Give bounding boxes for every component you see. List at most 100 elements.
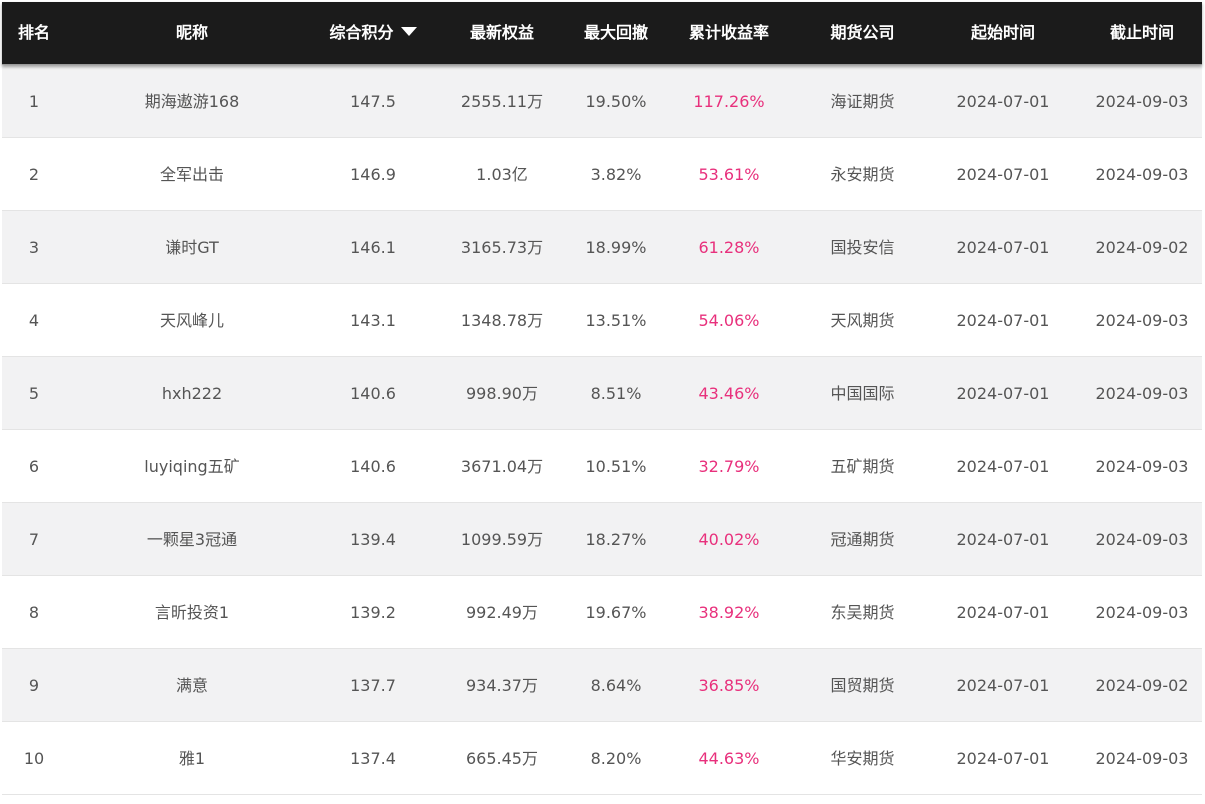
cell-rank: 8 <box>28 603 40 622</box>
cell-score: 140.6 <box>350 457 396 476</box>
cell-cum-return: 117.26% <box>693 92 765 111</box>
header-end-time[interactable]: 截止时间 <box>1109 23 1174 42</box>
table-row[interactable]: 5 hxh222 140.6 998.90万 8.51% 43.46% 中国国际 2024-0… <box>2 357 1202 430</box>
cell-end-time: 2024-09-03 <box>1095 603 1189 622</box>
cell-equity: 3165.73万 <box>460 238 544 257</box>
cell-score: 146.1 <box>350 238 396 257</box>
cell-score: 140.6 <box>350 384 396 403</box>
cell-rank: 1 <box>28 92 40 111</box>
table-row[interactable]: 2 全军出击 146.9 1.03亿 3.82% 53.61% 永安期货 2024-07-01… <box>2 138 1202 211</box>
cell-max-drawdown: 18.27% <box>585 530 647 549</box>
cell-company: 永安期货 <box>830 165 895 184</box>
header-start-time[interactable]: 起始时间 <box>970 23 1035 42</box>
cell-rank: 6 <box>28 457 40 476</box>
table-row[interactable]: 1 期海遨游168 147.5 2555.11万 19.50% 117.26% 海证期货 20… <box>2 65 1202 138</box>
table-row[interactable]: 3 谦时GT 146.1 3165.73万 18.99% 61.28% 国投安信 2024-0… <box>2 211 1202 284</box>
cell-rank: 5 <box>28 384 40 403</box>
cell-equity: 934.37万 <box>466 676 538 695</box>
cell-cum-return: 40.02% <box>698 530 760 549</box>
cell-max-drawdown: 19.67% <box>585 603 647 622</box>
cell-company: 华安期货 <box>830 749 895 768</box>
cell-end-time: 2024-09-02 <box>1095 676 1189 695</box>
cell-nickname[interactable]: 期海遨游168 <box>144 92 240 111</box>
cell-score: 146.9 <box>350 165 396 184</box>
cell-rank: 3 <box>28 238 40 257</box>
cell-equity: 3671.04万 <box>460 457 544 476</box>
cell-nickname[interactable]: 天风峰儿 <box>159 311 224 330</box>
cell-nickname[interactable]: 满意 <box>175 676 208 695</box>
cell-max-drawdown: 8.64% <box>590 676 642 695</box>
cell-end-time: 2024-09-03 <box>1095 92 1189 111</box>
header-cum-return[interactable]: 累计收益率 <box>688 23 769 42</box>
cell-company: 海证期货 <box>830 92 895 111</box>
sort-desc-icon[interactable] <box>400 27 417 36</box>
header-score-label: 综合积分 <box>329 23 394 42</box>
cell-start-time: 2024-07-01 <box>956 92 1050 111</box>
header-company[interactable]: 期货公司 <box>830 23 895 42</box>
cell-end-time: 2024-09-03 <box>1095 749 1189 768</box>
cell-rank: 10 <box>23 749 45 768</box>
cell-cum-return: 44.63% <box>698 749 760 768</box>
header-max-drawdown[interactable]: 最大回撤 <box>583 23 648 42</box>
cell-nickname[interactable]: hxh222 <box>161 384 223 403</box>
cell-start-time: 2024-07-01 <box>956 749 1050 768</box>
header-rank[interactable]: 排名 <box>17 23 50 42</box>
cell-rank: 2 <box>28 165 40 184</box>
table-header: 排名 昵称 综合积分 最新权益 最大回撤 累计收益率 期货公司 起始时间 截止时… <box>2 2 1202 65</box>
table-row[interactable]: 8 言昕投资1 139.2 992.49万 19.67% 38.92% 东吴期货 2024-0… <box>2 576 1202 649</box>
table-row[interactable]: 7 一颗星3冠通 139.4 1099.59万 18.27% 40.02% 冠通期货 2024… <box>2 503 1202 576</box>
cell-cum-return: 43.46% <box>698 384 760 403</box>
cell-nickname[interactable]: 一颗星3冠通 <box>146 530 238 549</box>
cell-company: 国贸期货 <box>830 676 895 695</box>
cell-end-time: 2024-09-02 <box>1095 238 1189 257</box>
cell-start-time: 2024-07-01 <box>956 165 1050 184</box>
header-equity[interactable]: 最新权益 <box>469 23 534 42</box>
cell-nickname[interactable]: 雅1 <box>178 749 206 768</box>
table-row[interactable]: 6 luyiqing五矿 140.6 3671.04万 10.51% 32.79% 五矿期货… <box>2 430 1202 503</box>
cell-max-drawdown: 8.51% <box>590 384 642 403</box>
cell-cum-return: 36.85% <box>698 676 760 695</box>
cell-equity: 2555.11万 <box>460 92 544 111</box>
cell-nickname[interactable]: 言昕投资1 <box>154 603 230 622</box>
cell-cum-return: 54.06% <box>698 311 760 330</box>
cell-start-time: 2024-07-01 <box>956 603 1050 622</box>
cell-nickname[interactable]: 谦时GT <box>165 238 219 257</box>
cell-cum-return: 32.79% <box>698 457 760 476</box>
cell-score: 139.2 <box>350 603 396 622</box>
cell-company: 冠通期货 <box>830 530 895 549</box>
cell-end-time: 2024-09-03 <box>1095 530 1189 549</box>
cell-rank: 7 <box>28 530 40 549</box>
cell-equity: 998.90万 <box>466 384 538 403</box>
cell-company: 五矿期货 <box>830 457 895 476</box>
cell-start-time: 2024-07-01 <box>956 384 1050 403</box>
cell-max-drawdown: 3.82% <box>590 165 642 184</box>
cell-end-time: 2024-09-03 <box>1095 384 1189 403</box>
cell-start-time: 2024-07-01 <box>956 238 1050 257</box>
header-nickname[interactable]: 昵称 <box>175 23 208 42</box>
table-body: 1 期海遨游168 147.5 2555.11万 19.50% 117.26% 海证期货 20… <box>2 65 1202 795</box>
cell-score: 137.7 <box>350 676 396 695</box>
table-row[interactable]: 10 雅1 137.4 665.45万 8.20% 44.63% 华安期货 2024-07-0… <box>2 722 1202 795</box>
cell-score: 139.4 <box>350 530 396 549</box>
table-row[interactable]: 9 满意 137.7 934.37万 8.64% 36.85% 国贸期货 2024-07-01… <box>2 649 1202 722</box>
cell-score: 143.1 <box>350 311 396 330</box>
cell-max-drawdown: 18.99% <box>585 238 647 257</box>
cell-start-time: 2024-07-01 <box>956 457 1050 476</box>
table-row[interactable]: 4 天风峰儿 143.1 1348.78万 13.51% 54.06% 天风期货 2024-0… <box>2 284 1202 357</box>
cell-equity: 1099.59万 <box>460 530 544 549</box>
cell-company: 天风期货 <box>830 311 895 330</box>
cell-equity: 992.49万 <box>466 603 538 622</box>
cell-end-time: 2024-09-03 <box>1095 311 1189 330</box>
cell-end-time: 2024-09-03 <box>1095 457 1189 476</box>
cell-score: 147.5 <box>350 92 396 111</box>
cell-cum-return: 38.92% <box>698 603 760 622</box>
cell-nickname[interactable]: luyiqing五矿 <box>144 457 240 476</box>
cell-equity: 1348.78万 <box>460 311 544 330</box>
cell-max-drawdown: 13.51% <box>585 311 647 330</box>
cell-equity: 665.45万 <box>466 749 538 768</box>
cell-max-drawdown: 10.51% <box>585 457 647 476</box>
header-score-sort[interactable]: 综合积分 <box>318 2 428 64</box>
cell-nickname[interactable]: 全军出击 <box>159 165 224 184</box>
cell-cum-return: 53.61% <box>698 165 760 184</box>
